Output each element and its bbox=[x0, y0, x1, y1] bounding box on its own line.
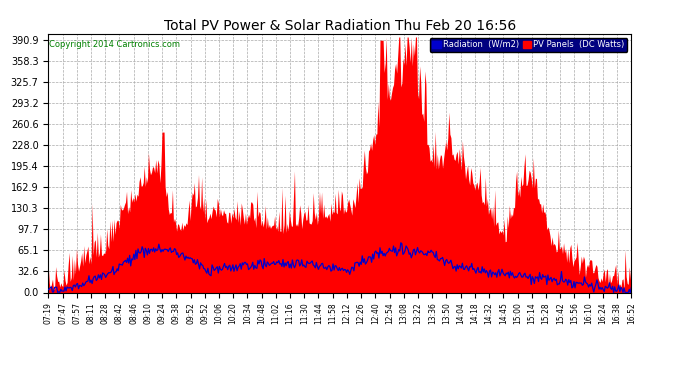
Legend: Radiation  (W/m2), PV Panels  (DC Watts): Radiation (W/m2), PV Panels (DC Watts) bbox=[430, 38, 627, 52]
Text: Copyright 2014 Cartronics.com: Copyright 2014 Cartronics.com bbox=[50, 40, 181, 49]
Title: Total PV Power & Solar Radiation Thu Feb 20 16:56: Total PV Power & Solar Radiation Thu Feb… bbox=[164, 19, 516, 33]
